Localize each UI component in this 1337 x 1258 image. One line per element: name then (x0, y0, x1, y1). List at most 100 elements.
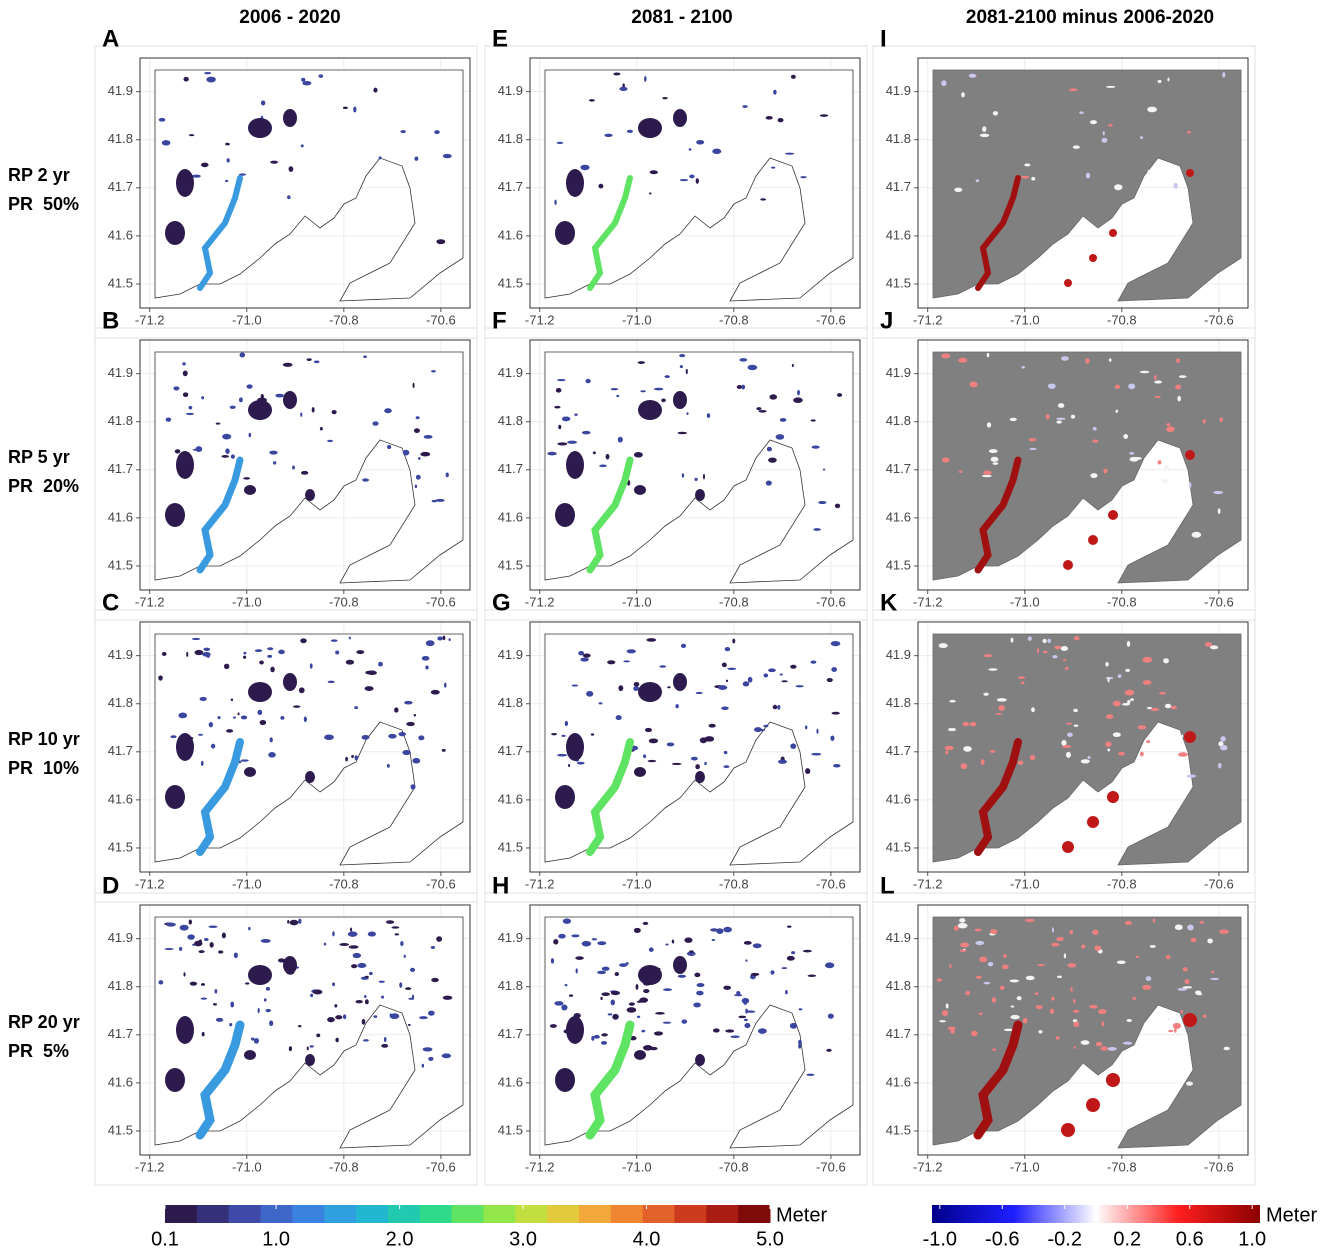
flood-patch (381, 995, 385, 999)
lake (283, 673, 297, 691)
flood-patch (626, 1007, 637, 1013)
y-tick-label: 41.6 (108, 791, 133, 806)
flood-patch (327, 1016, 335, 1023)
flood-patch (218, 950, 224, 954)
flood-patch (1142, 656, 1153, 663)
flood-patch (1166, 423, 1171, 426)
flood-patch (778, 759, 787, 764)
flood-patch (361, 734, 370, 740)
flood-patch (941, 80, 947, 87)
row-label: RP 2 yr (8, 165, 70, 185)
flood-patch (1180, 734, 1184, 738)
flood-patch (230, 454, 235, 459)
flood-patch (1102, 131, 1105, 136)
lake (566, 169, 584, 197)
flood-patch (1066, 722, 1073, 725)
lake (176, 169, 194, 197)
x-tick-label: -71.2 (913, 1159, 943, 1174)
flood-patch (787, 925, 792, 928)
flood-patch (417, 457, 421, 460)
flood-patch (804, 725, 808, 730)
flood-patch (200, 760, 204, 767)
flood-patch (617, 436, 623, 443)
flood-patch (398, 731, 406, 737)
flood-patch (819, 114, 829, 117)
flood-patch (725, 1029, 735, 1033)
flood-patch (436, 936, 443, 942)
flood-patch (1174, 924, 1183, 931)
y-tick-label: 41.6 (498, 227, 523, 242)
flood-patch (1100, 1046, 1108, 1051)
flood-patch (607, 1013, 613, 1016)
flood-patch (723, 926, 732, 933)
flood-patch (741, 997, 750, 1004)
flood-patch (182, 370, 188, 377)
row-label: PR 20% (8, 476, 79, 496)
flood-patch (1182, 986, 1193, 989)
y-tick-label: 41.6 (498, 791, 523, 806)
x-tick-label: -70.6 (1204, 1159, 1234, 1174)
flood-patch (834, 503, 841, 509)
flood-patch (1202, 1014, 1207, 1018)
colorbar-swatch (483, 1205, 516, 1223)
flood-patch (1105, 741, 1112, 747)
flood-patch (1116, 960, 1126, 965)
flood-patch (405, 987, 412, 991)
lake (695, 489, 705, 501)
flood-patch (696, 983, 705, 988)
flood-patch (790, 743, 797, 749)
flood-patch (1027, 636, 1032, 641)
flood-patch (1168, 1029, 1174, 1033)
flood-patch (332, 982, 336, 987)
flood-patch (684, 937, 693, 943)
flood-patch (217, 716, 221, 720)
flood-patch (983, 470, 992, 476)
y-tick-label: 41.9 (886, 83, 911, 98)
flood-patch (689, 950, 694, 953)
flood-patch (1142, 984, 1152, 990)
panel-box (484, 45, 868, 339)
x-tick-label: -71.2 (525, 312, 555, 327)
panel-box (872, 892, 1256, 1186)
flood-patch (441, 748, 446, 752)
flood-patch (420, 451, 431, 457)
flood-patch (178, 712, 188, 719)
flood-patch (378, 661, 383, 667)
x-tick-label: -70.6 (816, 312, 846, 327)
flood-patch (1154, 380, 1163, 384)
flood-patch (945, 750, 949, 755)
y-tick-label: 41.5 (108, 1122, 133, 1137)
panel-letter: F (492, 307, 507, 334)
y-tick-label: 41.7 (108, 461, 133, 476)
flood-patch (680, 643, 687, 649)
flood-patch (947, 1026, 956, 1031)
flood-patch (1010, 1005, 1015, 1008)
lake (638, 682, 662, 702)
flood-patch (704, 761, 707, 766)
flood-patch (1218, 741, 1224, 747)
flood-patch (364, 999, 369, 1005)
flood-patch (718, 685, 728, 690)
flood-patch (412, 757, 421, 764)
colorbar-swatch (451, 1205, 484, 1223)
flood-patch (1125, 668, 1131, 672)
flood-patch (666, 742, 675, 747)
flood-patch (335, 1037, 339, 1043)
flood-patch (1223, 1046, 1230, 1051)
flood-patch (430, 946, 436, 949)
flood-patch (1056, 420, 1062, 424)
x-tick-label: -70.8 (719, 594, 749, 609)
flood-patch (694, 477, 698, 481)
flood-patch (1202, 419, 1206, 424)
flood-patch (431, 370, 436, 373)
flood-patch (1172, 1022, 1181, 1029)
flood-patch (982, 126, 987, 132)
flood-patch (1183, 1013, 1197, 1027)
y-tick-label: 41.7 (886, 179, 911, 194)
flood-patch (586, 690, 594, 697)
flood-patch (1150, 707, 1159, 712)
x-tick-label: -71.2 (135, 312, 165, 327)
flood-patch (248, 926, 251, 931)
river (974, 738, 1022, 856)
flood-patch (1180, 1009, 1184, 1014)
